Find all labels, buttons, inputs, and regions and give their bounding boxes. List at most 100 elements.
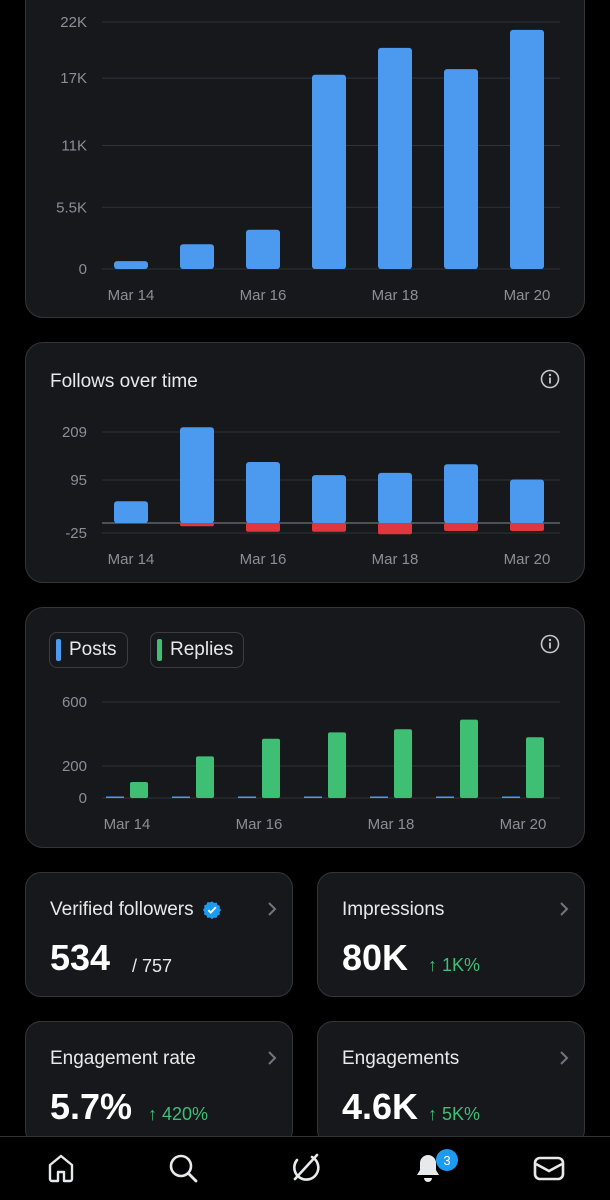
impressions-label: Impressions [342, 899, 445, 920]
x-tick-label: Mar 18 [372, 287, 419, 304]
replies-bar [130, 782, 148, 798]
replies-swatch [157, 639, 162, 661]
x-tick-label: Mar 16 [240, 287, 287, 304]
arrow-up-icon: ↑ [148, 1104, 157, 1124]
engagements-change-value: 5K% [442, 1104, 481, 1124]
follows-bar [378, 472, 412, 523]
engagements-card[interactable]: Engagements 4.6K ↑ 5K% [317, 1021, 585, 1146]
y-tick-label: 11K [61, 138, 87, 155]
follows-bar [180, 427, 214, 523]
unfollows-bar [510, 523, 544, 531]
impressions-change-value: 1K% [442, 955, 481, 975]
posts-replies-chart-card: Posts Replies 600 200 0 Mar 14 Mar 16 Mar 18 M… [25, 607, 585, 848]
engagements-label: Engagements [342, 1048, 460, 1069]
impressions-card[interactable]: Impressions 80K ↑ 1K% [317, 872, 585, 997]
follows-chart-title: Follows over time [50, 371, 198, 392]
grok-icon[interactable] [288, 1151, 322, 1185]
home-icon[interactable] [44, 1151, 78, 1185]
impressions-bar [312, 74, 346, 269]
chevron-right-icon [560, 902, 569, 916]
engagement-rate-card[interactable]: Engagement rate 5.7% ↑ 420% [25, 1021, 293, 1146]
x-tick-label: Mar 14 [108, 551, 155, 568]
x-tick-label: Mar 18 [372, 551, 419, 568]
verified-followers-card[interactable]: Verified followers 534 / 757 [25, 872, 293, 997]
x-tick-label: Mar 14 [104, 816, 151, 833]
y-tick-label: 209 [62, 424, 87, 441]
unfollows-bar [180, 523, 214, 527]
legend-posts-label: Posts [69, 639, 117, 660]
engagements-change: ↑ 5K% [428, 1104, 480, 1125]
messages-icon[interactable] [532, 1151, 566, 1185]
x-tick-label: Mar 20 [504, 551, 551, 568]
y-tick-label: 95 [70, 472, 87, 489]
arrow-up-icon: ↑ [428, 955, 437, 975]
x-tick-label: Mar 14 [108, 287, 155, 304]
x-tick-label: Mar 16 [240, 551, 287, 568]
notification-count-badge: 3 [436, 1149, 458, 1171]
y-tick-label: 17K [60, 70, 87, 87]
replies-bar [262, 738, 280, 798]
replies-bar [196, 756, 214, 798]
impressions-bar [180, 244, 214, 269]
engagement-rate-change-value: 420% [162, 1104, 209, 1124]
follows-bar [444, 464, 478, 523]
legend-replies-label: Replies [170, 639, 234, 660]
engagements-value: 4.6K [342, 1086, 419, 1127]
impressions-bar [510, 29, 544, 269]
y-tick-label: 200 [62, 758, 87, 775]
posts-bar [304, 796, 322, 798]
engagement-rate-value: 5.7% [50, 1086, 133, 1127]
y-tick-label: 0 [79, 261, 87, 278]
verified-followers-label-row: Verified followers [50, 899, 222, 921]
unfollows-bar [312, 523, 346, 532]
y-tick-label: 0 [79, 790, 87, 807]
x-tick-label: Mar 20 [500, 816, 547, 833]
impressions-chart-card: 22K 17K 11K 5.5K 0 Mar 14 Mar 16 Mar 18 Mar 20 [25, 0, 585, 318]
y-tick-label: 5.5K [56, 199, 87, 216]
engagement-rate-label: Engagement rate [50, 1048, 196, 1069]
impressions-bar [444, 69, 478, 270]
posts-replies-chart: 600 200 0 Mar 14 Mar 16 Mar 18 Mar 20 [62, 694, 560, 833]
follows-chart-card: Follows over time 209 95 -25 Mar 14 Mar 16 Ma… [25, 342, 585, 583]
impressions-change: ↑ 1K% [428, 955, 480, 976]
info-icon[interactable] [540, 634, 560, 654]
impressions-bar [246, 229, 280, 269]
y-tick-label: -25 [65, 525, 87, 542]
posts-bar [238, 796, 256, 798]
posts-bar [172, 796, 190, 798]
follows-bar [114, 501, 148, 523]
verified-followers-total: / 757 [132, 956, 173, 976]
chevron-right-icon [560, 1051, 569, 1065]
verified-followers-value: 534 [50, 937, 111, 978]
bottom-navigation [0, 1136, 610, 1200]
posts-bar [106, 796, 124, 798]
x-tick-label: Mar 18 [368, 816, 415, 833]
verified-followers-label: Verified followers [50, 899, 194, 920]
follows-chart: 209 95 -25 Mar 14 Mar 16 Mar 18 Mar 20 [62, 424, 560, 568]
unfollows-bar [246, 523, 280, 532]
unfollows-bar [444, 523, 478, 531]
posts-bar [370, 796, 388, 798]
follows-bar [246, 462, 280, 523]
search-icon[interactable] [166, 1151, 200, 1185]
impressions-chart: 22K 17K 11K 5.5K 0 Mar 14 Mar 16 Mar 18 Mar 20 [56, 14, 560, 304]
legend-posts[interactable]: Posts [49, 632, 128, 668]
legend-replies[interactable]: Replies [150, 632, 245, 668]
follows-bar [312, 475, 346, 523]
posts-bar [502, 796, 520, 798]
info-icon[interactable] [540, 369, 560, 389]
follows-bar [510, 479, 544, 523]
impressions-value: 80K [342, 937, 409, 978]
notifications-icon[interactable] [411, 1151, 445, 1185]
replies-bar [526, 737, 544, 798]
engagement-rate-change: ↑ 420% [148, 1104, 208, 1125]
chevron-right-icon [268, 902, 277, 916]
chevron-right-icon [268, 1051, 277, 1065]
posts-bar [436, 796, 454, 798]
impressions-bar [378, 47, 412, 269]
replies-bar [328, 732, 346, 798]
x-tick-label: Mar 20 [504, 287, 551, 304]
y-tick-label: 600 [62, 694, 87, 711]
replies-bar [394, 729, 412, 798]
y-tick-label: 22K [60, 14, 87, 31]
